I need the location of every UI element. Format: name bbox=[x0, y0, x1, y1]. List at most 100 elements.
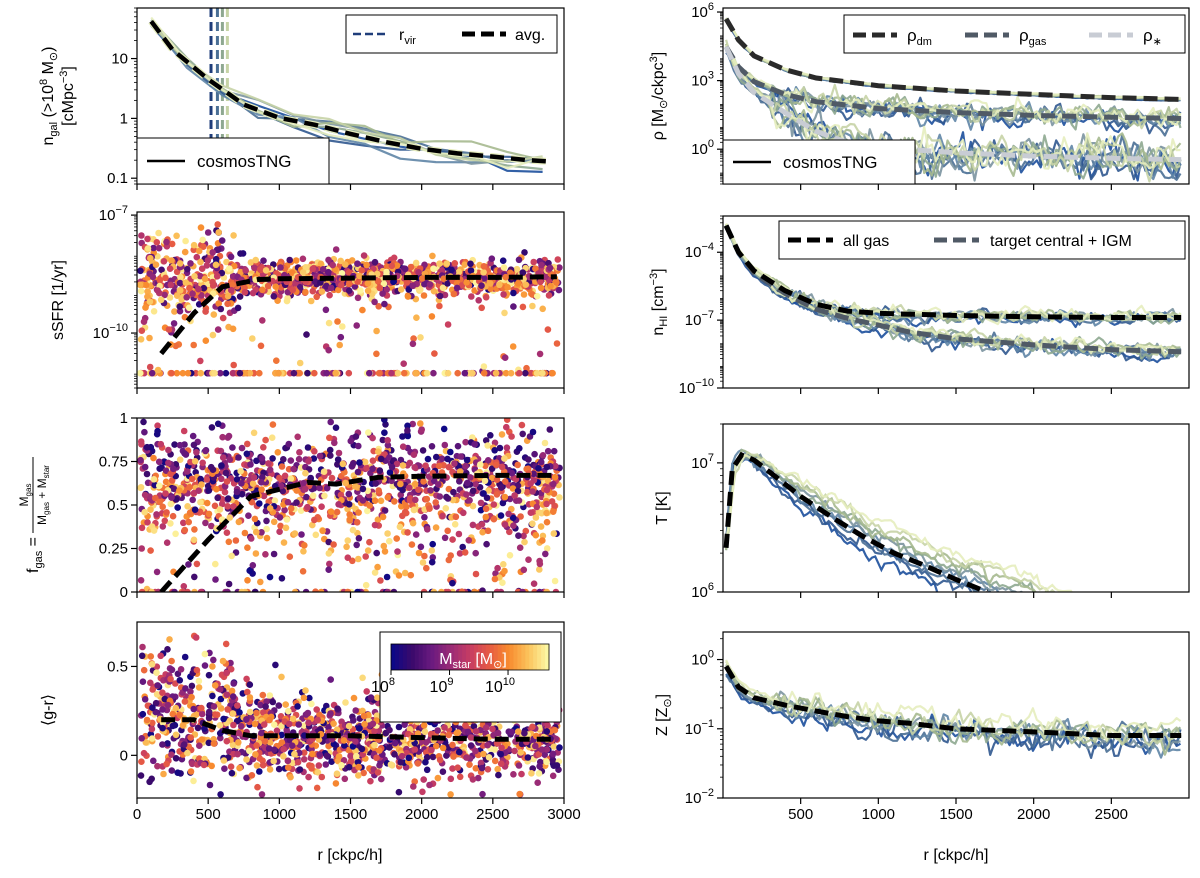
ssfr-point bbox=[504, 284, 511, 291]
fgas-point bbox=[472, 570, 480, 578]
fgas-point bbox=[266, 466, 274, 474]
gr-point bbox=[422, 758, 429, 766]
fgas-point bbox=[511, 492, 518, 499]
fgas-point bbox=[167, 470, 174, 478]
fgas-frac-den: Mgas + Mstar bbox=[35, 465, 51, 525]
fgas-point bbox=[365, 429, 372, 436]
gr-point bbox=[187, 734, 194, 741]
ssfr-point bbox=[191, 273, 198, 280]
fgas-point bbox=[369, 457, 377, 464]
ssfr-point bbox=[173, 292, 181, 299]
ssfr-point bbox=[309, 287, 317, 295]
fgas-point bbox=[527, 480, 534, 487]
fgas-point bbox=[404, 432, 412, 440]
fgas-point bbox=[284, 498, 292, 506]
ssfr-point bbox=[230, 361, 237, 369]
fgas-point bbox=[432, 524, 440, 531]
gr-point bbox=[325, 724, 332, 731]
fgas-point bbox=[141, 428, 148, 436]
ssfr-point bbox=[412, 369, 420, 377]
ssfr-point bbox=[438, 267, 446, 274]
gr-point bbox=[221, 765, 228, 772]
ssfr-point bbox=[364, 280, 372, 287]
ssfr-point bbox=[380, 280, 388, 288]
fgas-point bbox=[316, 484, 323, 492]
fgas-point bbox=[352, 433, 360, 440]
fgas-point bbox=[278, 575, 286, 582]
ssfr-point bbox=[273, 357, 280, 364]
gr-point bbox=[287, 773, 294, 781]
ssfr-point bbox=[337, 333, 345, 341]
fgas-point bbox=[393, 535, 401, 542]
ssfr-point bbox=[168, 369, 175, 377]
gr-point bbox=[391, 751, 398, 758]
gr-point bbox=[275, 765, 283, 773]
fgas-point bbox=[294, 433, 301, 441]
gr-point bbox=[179, 722, 187, 729]
fgas-point bbox=[351, 483, 359, 490]
ssfr-point bbox=[204, 257, 212, 264]
fgas-point bbox=[530, 470, 537, 478]
gr-point bbox=[188, 693, 195, 701]
ssfr-point bbox=[158, 266, 165, 274]
fgas-point bbox=[506, 552, 514, 559]
fgas-point bbox=[290, 465, 297, 473]
fgas-point bbox=[492, 461, 500, 469]
fgas-point bbox=[483, 540, 490, 548]
fgas-point bbox=[435, 481, 442, 488]
gr-point bbox=[229, 693, 237, 700]
fgas-point bbox=[456, 468, 464, 475]
fgas-point bbox=[449, 536, 456, 543]
colorbar-cell bbox=[521, 644, 526, 670]
fgas-point bbox=[250, 429, 258, 437]
gr-point bbox=[254, 783, 261, 791]
fgas-point bbox=[176, 487, 183, 494]
fgas-point bbox=[328, 474, 336, 482]
fgas-point bbox=[372, 480, 379, 487]
gr-point bbox=[209, 692, 216, 700]
gr-point bbox=[428, 746, 435, 754]
gr-point bbox=[497, 750, 505, 758]
fgas-point bbox=[493, 588, 501, 592]
gr-point bbox=[278, 673, 285, 681]
fgas-point bbox=[221, 488, 229, 496]
fgas-point bbox=[369, 465, 376, 473]
gr-point bbox=[154, 733, 162, 740]
fgas-point bbox=[283, 516, 291, 523]
gr-point bbox=[313, 706, 320, 713]
fgas-point bbox=[218, 475, 225, 483]
fgas-point bbox=[359, 497, 367, 504]
gr-point bbox=[439, 744, 447, 752]
ssfr-point bbox=[317, 260, 325, 268]
gr-point bbox=[543, 758, 550, 766]
gr-point bbox=[350, 717, 357, 724]
fgas-point bbox=[161, 517, 169, 525]
ssfr-point bbox=[304, 369, 311, 377]
fgas-point bbox=[441, 441, 449, 449]
gr-point bbox=[517, 749, 524, 756]
ssfr-point bbox=[257, 342, 265, 350]
fgas-point bbox=[318, 503, 325, 510]
gr-point bbox=[535, 770, 543, 777]
ssfr-point bbox=[183, 294, 190, 301]
fgas-point bbox=[438, 455, 446, 463]
ssfr-point bbox=[307, 297, 315, 305]
fgas-point bbox=[452, 513, 460, 521]
fgas-point bbox=[375, 487, 382, 494]
ssfr-point bbox=[197, 258, 204, 266]
gr-point bbox=[360, 712, 368, 720]
fgas-point bbox=[520, 532, 527, 540]
fgas-point bbox=[224, 503, 231, 510]
fgas-point bbox=[520, 566, 528, 574]
legend-rvir-label: rvir bbox=[399, 27, 416, 47]
ssfr-point bbox=[227, 253, 235, 261]
gr-point bbox=[258, 729, 265, 737]
gr-point bbox=[309, 750, 316, 758]
gr-point bbox=[152, 699, 160, 707]
gr-point bbox=[397, 759, 405, 766]
fgas-point bbox=[530, 580, 538, 587]
rho-ylabel: ρ [M⊙/ckpc3] bbox=[648, 52, 670, 140]
fgas-point bbox=[546, 426, 554, 433]
fgas-point bbox=[191, 588, 198, 592]
